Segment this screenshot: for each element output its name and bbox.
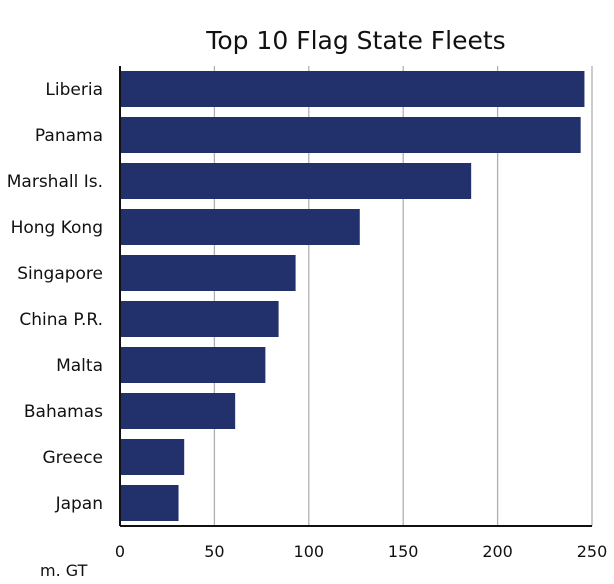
category-label: Japan <box>55 494 103 514</box>
x-tick-label: 250 <box>577 542 608 561</box>
x-axis-unit-label: m. GT <box>40 561 88 580</box>
category-label: Greece <box>42 448 103 468</box>
category-label: China P.R. <box>19 310 103 330</box>
x-tick-label: 150 <box>388 542 419 561</box>
bars <box>120 71 585 521</box>
category-label: Hong Kong <box>11 218 103 238</box>
x-tick-label: 0 <box>115 542 125 561</box>
bar <box>120 71 585 107</box>
x-tick-label: 100 <box>294 542 325 561</box>
category-label: Malta <box>56 356 103 376</box>
bar <box>120 255 296 291</box>
bar <box>120 347 266 383</box>
bar <box>120 117 581 153</box>
category-labels: Liberia Panama Marshall Is. Hong Kong Singap… <box>7 80 103 514</box>
category-label: Singapore <box>17 264 103 284</box>
x-tick-labels: 0 50 100 150 200 250 <box>115 542 607 561</box>
x-tick-label: 200 <box>482 542 513 561</box>
category-label: Liberia <box>45 80 103 100</box>
bar <box>120 439 185 475</box>
bar <box>120 209 360 245</box>
category-label: Marshall Is. <box>7 172 103 192</box>
category-label: Panama <box>35 126 103 146</box>
category-label: Bahamas <box>24 402 103 422</box>
axes <box>119 66 592 527</box>
chart-title: Top 10 Flag State Fleets <box>206 26 506 55</box>
bar <box>120 301 279 337</box>
bar <box>120 485 179 521</box>
bar <box>120 163 472 199</box>
x-tick-label: 50 <box>204 542 224 561</box>
bar <box>120 393 236 429</box>
